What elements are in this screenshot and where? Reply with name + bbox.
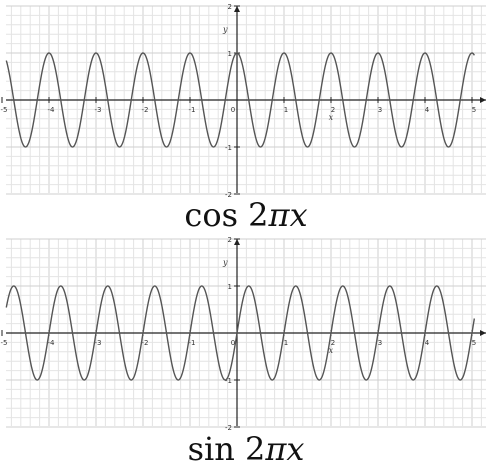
sin-x-tick-label: 5 [472, 339, 476, 347]
sin-x-tick-label: 0 [231, 339, 235, 347]
cos-x-tick-label: -3 [95, 106, 102, 114]
sin-x-tick-label: 1 [284, 339, 288, 347]
sin-x-tick-label: 2 [331, 339, 335, 347]
cos-y-axis-arrow [234, 6, 240, 12]
cos-x-tick-label: -2 [142, 106, 149, 114]
sin-x-tick-label: 3 [378, 339, 382, 347]
cos-x-axis-arrow [480, 97, 486, 103]
sin-chart: -5 -4 -3 -2 -1 0 1 2 3 4 5 2 1 -1 -2 x y [1, 236, 486, 431]
sin-caption-var: x [286, 430, 305, 468]
cos-x-tick-label: 2 [331, 106, 335, 114]
cos-x-tick-label: 1 [284, 106, 288, 114]
sin-x-tick-label: -2 [142, 339, 149, 347]
cos-x-tick-label: 4 [425, 106, 430, 114]
sin-x-axis-arrow [480, 330, 486, 336]
cos-y-tick-label: 1 [228, 50, 232, 58]
sin-y-tick-label: 2 [228, 236, 232, 244]
cos-caption-coef: 2 [248, 196, 269, 234]
sin-caption: sin 2πx [0, 431, 492, 467]
sin-caption-coef: 2 [245, 430, 266, 468]
sin-y-tick-label: -2 [225, 424, 232, 431]
sin-x-tick-label: -3 [95, 339, 102, 347]
cos-y-tick-label: -1 [225, 144, 232, 152]
cos-x-axis-label: x [329, 113, 334, 122]
cos-y-axis-label: y [222, 25, 228, 34]
cos-y-tick-label: 2 [228, 3, 232, 11]
sin-y-axis-label: y [222, 258, 228, 267]
cos-caption: cos 2πx [0, 197, 492, 233]
sin-x-tick-label: 4 [425, 339, 430, 347]
cos-x-tick-label: -1 [189, 106, 196, 114]
cos-caption-pi: π [268, 196, 290, 234]
sin-x-tick-label: -4 [48, 339, 56, 347]
cos-chart: -5 -4 -3 -2 -1 0 1 2 3 4 5 2 1 -1 -2 x y [1, 3, 486, 197]
cos-x-tick-label: -5 [1, 106, 8, 114]
sin-x-tick-label: -1 [189, 339, 196, 347]
sin-caption-fn: sin [187, 430, 235, 468]
cos-x-tick-label: -4 [48, 106, 56, 114]
sin-y-tick-label: -1 [225, 377, 232, 385]
sin-caption-pi: π [265, 430, 287, 468]
sin-series-line [5, 285, 476, 381]
cos-x-tick-label: 3 [378, 106, 382, 114]
cos-series-line [5, 52, 475, 148]
cos-x-tick-label: 5 [472, 106, 476, 114]
cos-x-tick-label: 0 [231, 106, 235, 114]
sin-y-tick-label: 1 [228, 283, 232, 291]
sin-x-axis-label: x [329, 346, 334, 355]
cos-caption-var: x [289, 196, 308, 234]
sin-y-axis-arrow [234, 239, 240, 245]
cos-caption-fn: cos [184, 196, 238, 234]
sin-x-tick-label: -5 [1, 339, 8, 347]
cos-y-tick-label: -2 [225, 191, 232, 197]
